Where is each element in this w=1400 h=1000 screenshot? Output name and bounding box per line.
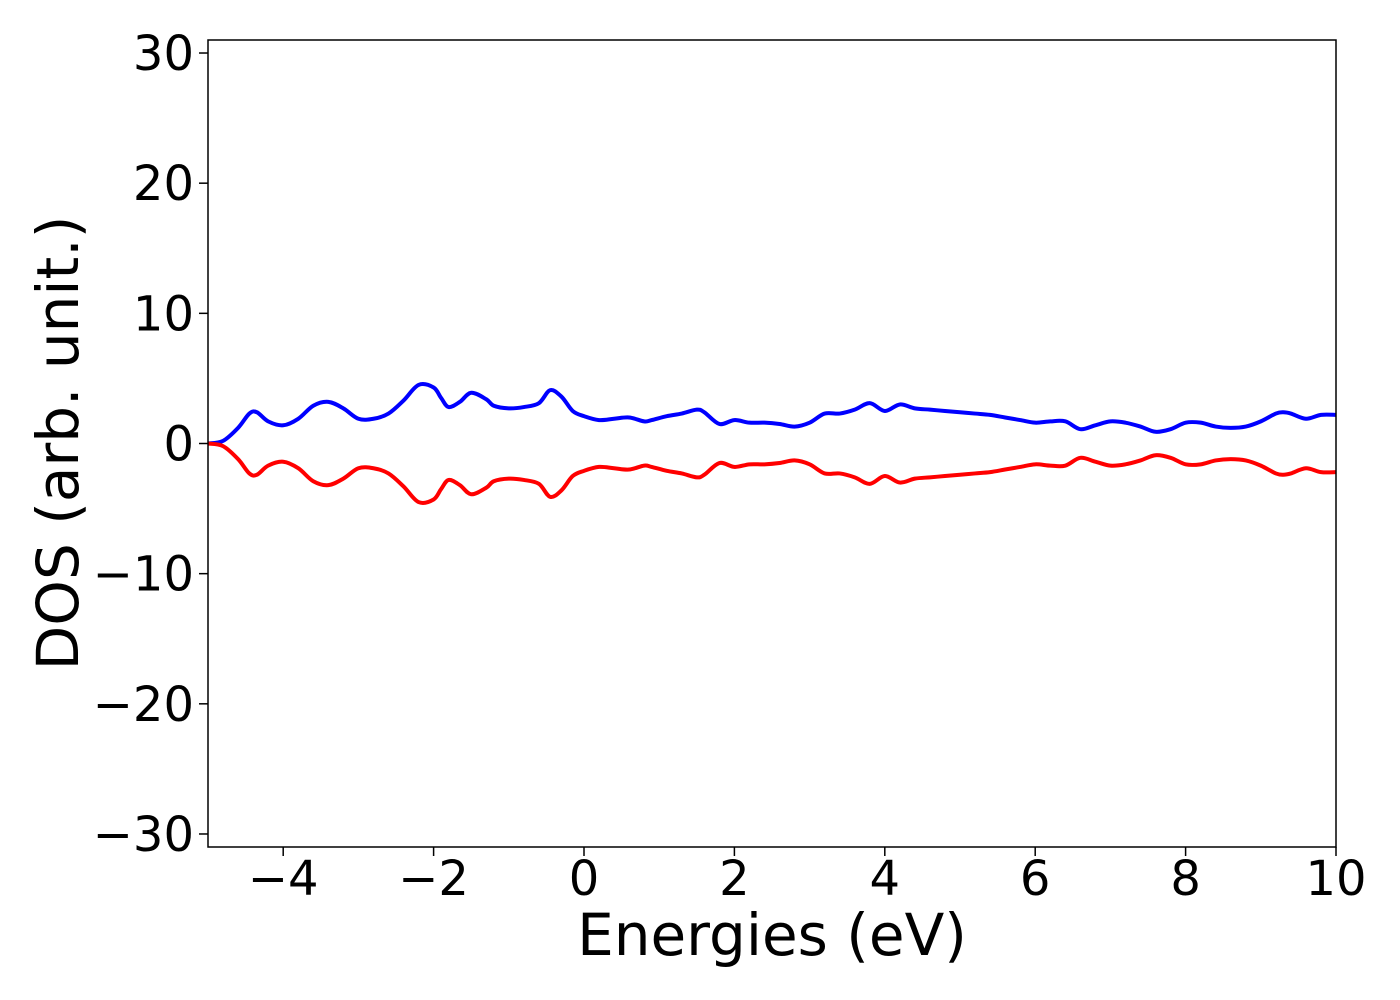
y-tick-label: 30 (133, 26, 194, 82)
x-tick-label: −2 (398, 851, 469, 907)
y-axis-title: DOS (arb. unit.) (24, 216, 92, 671)
x-tick-label: 0 (569, 851, 600, 907)
series-layer (207, 382, 1337, 505)
y-tick-label: −30 (93, 807, 194, 863)
x-axis-title: Energies (eV) (577, 901, 967, 969)
x-tick-label: 4 (870, 851, 901, 907)
y-axis-ticks: −30 −20 −10 0 10 20 30 (93, 26, 208, 863)
series-line-blue (207, 382, 1337, 446)
y-tick-label: 0 (163, 417, 194, 473)
y-tick-label: 10 (133, 286, 194, 342)
y-tick-label: 20 (133, 156, 194, 212)
x-tick-label: 8 (1170, 851, 1201, 907)
series-line-red (207, 441, 1337, 505)
x-axis-ticks: −4 −2 0 2 4 6 8 10 (248, 847, 1367, 907)
x-tick-label: −4 (248, 851, 319, 907)
x-tick-label: 10 (1305, 851, 1366, 907)
y-tick-label: −10 (93, 547, 194, 603)
y-tick-label: −20 (93, 677, 194, 733)
plot-background (208, 40, 1336, 847)
x-tick-label: 2 (719, 851, 750, 907)
x-tick-label: 6 (1020, 851, 1051, 907)
